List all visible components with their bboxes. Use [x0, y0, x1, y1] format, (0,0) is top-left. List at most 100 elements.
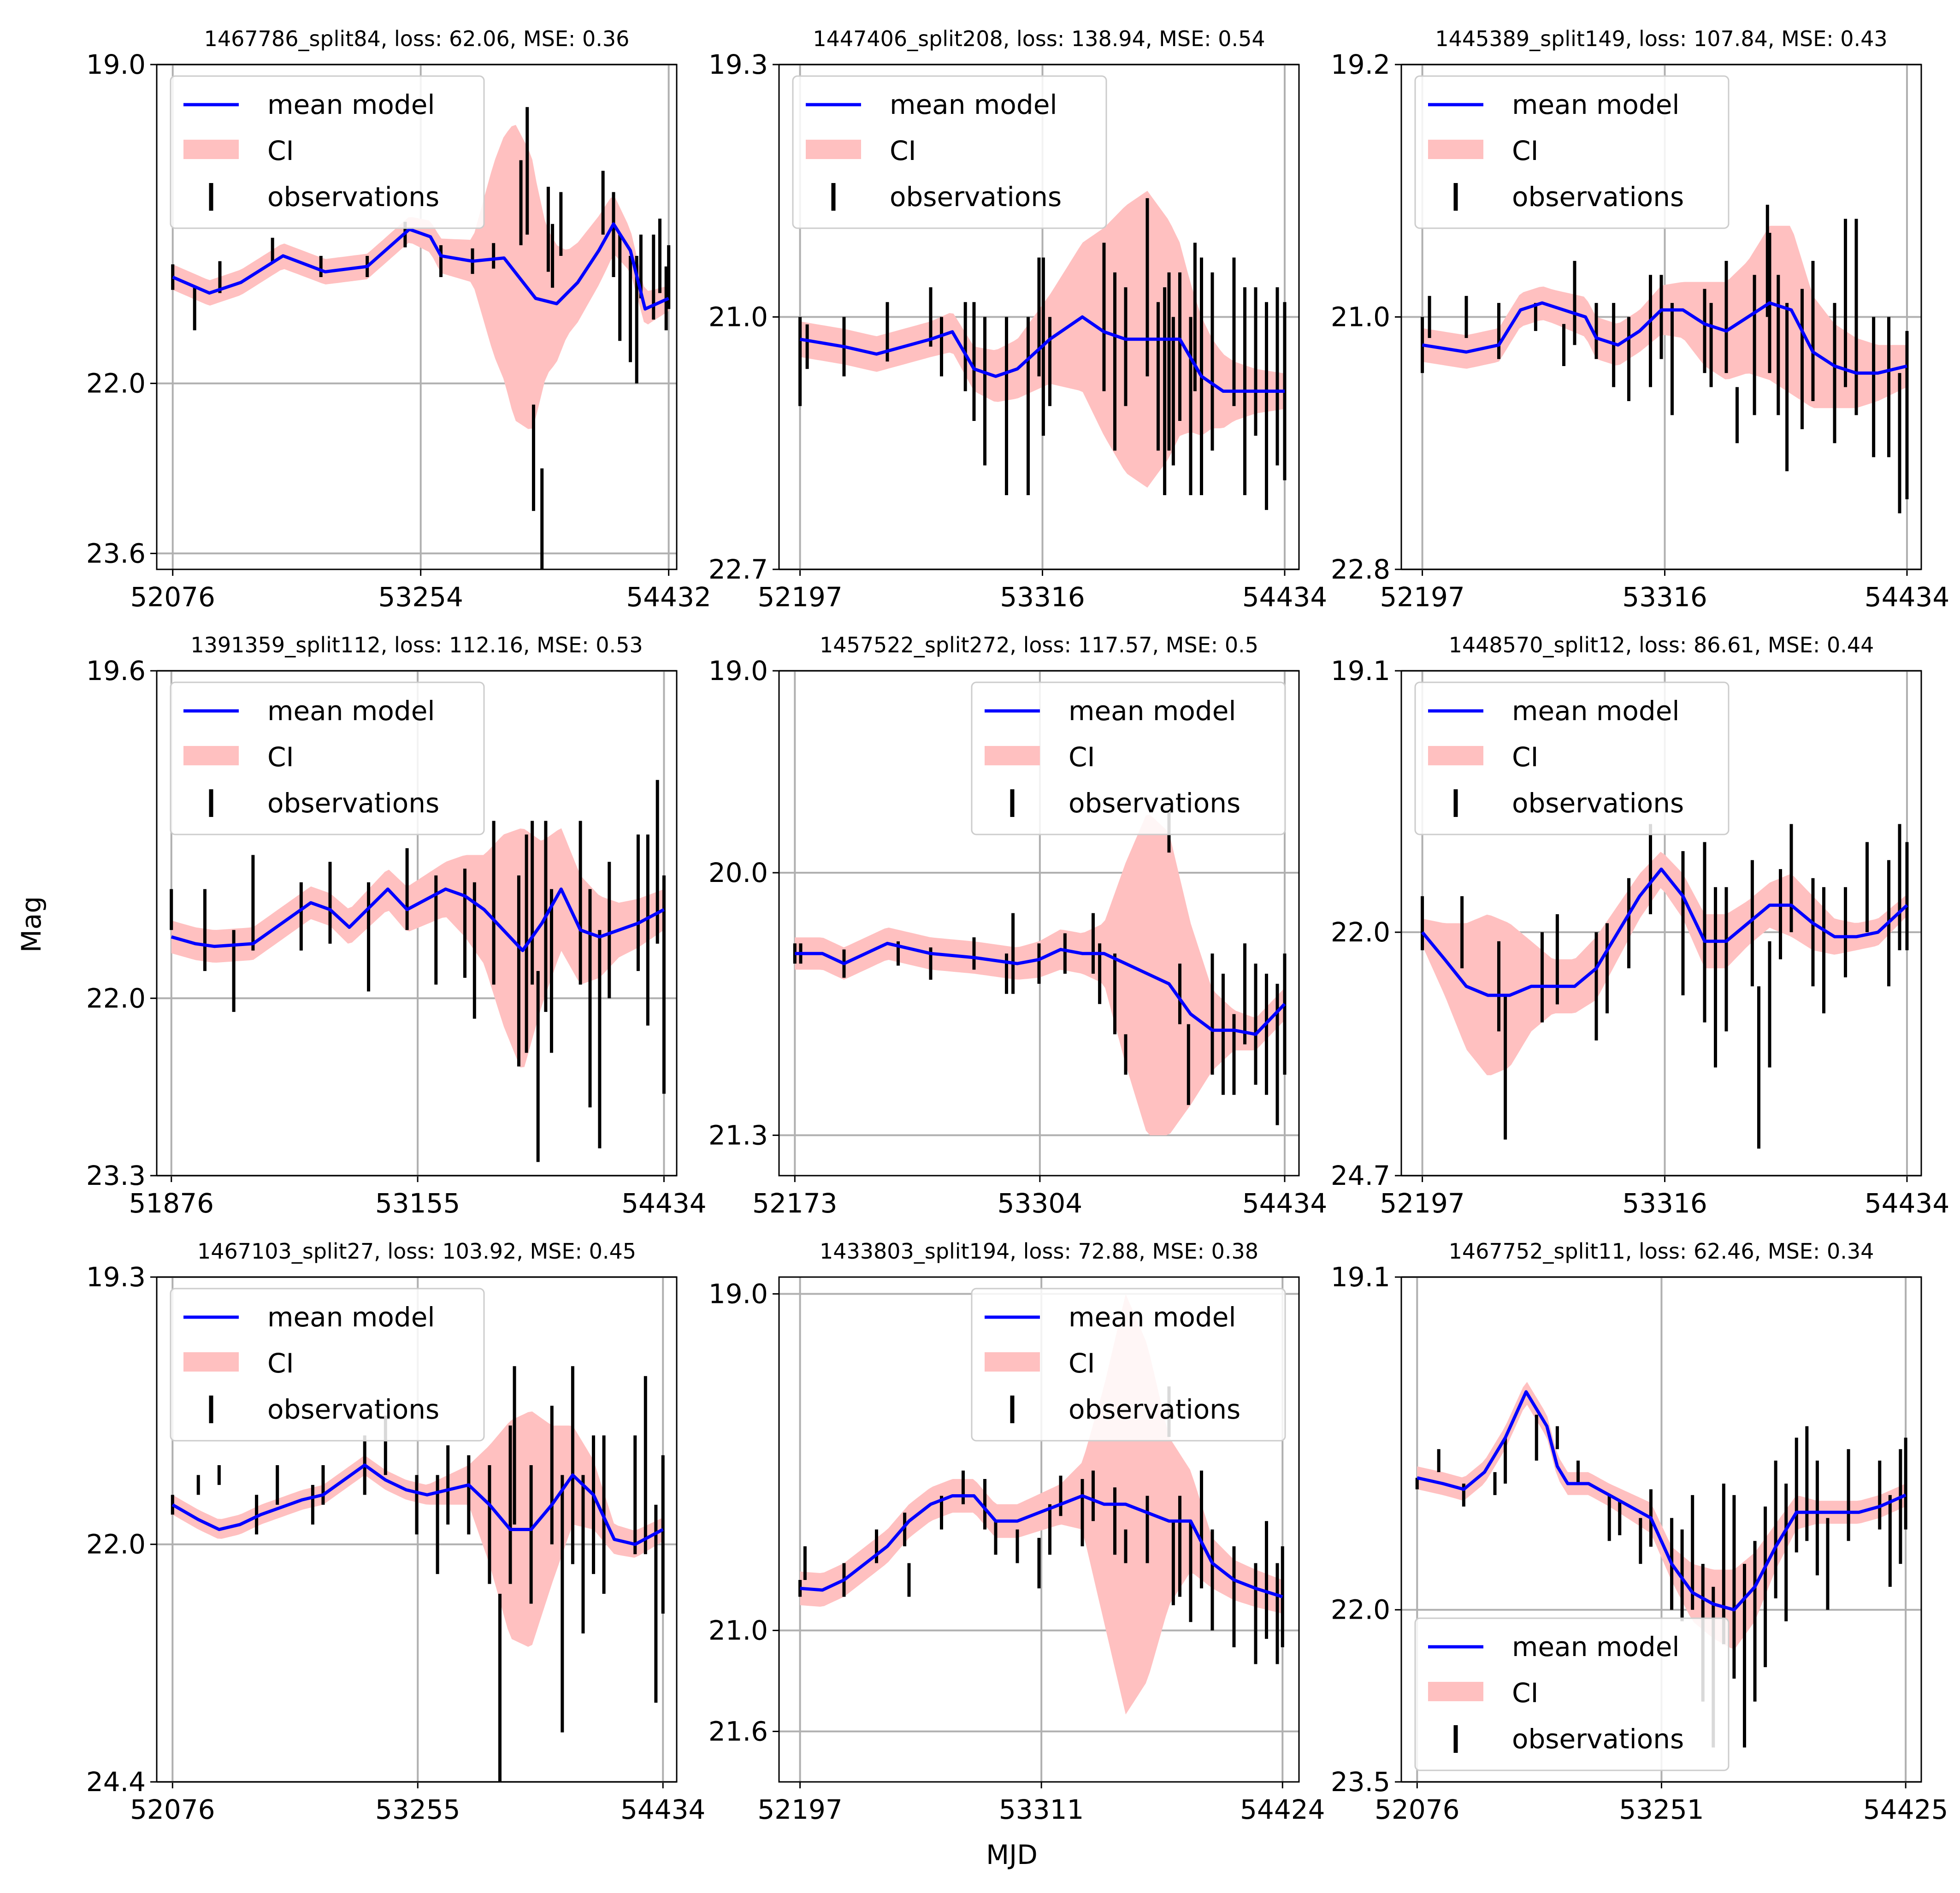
- x-tick-label: 52076: [130, 1794, 215, 1825]
- legend-mean-label: mean model: [890, 89, 1057, 120]
- x-tick-label: 52197: [757, 1794, 843, 1825]
- legend-box: [1414, 1617, 1730, 1771]
- legend-ci-label: CI: [1069, 741, 1095, 773]
- x-tick-label: 52076: [130, 581, 215, 613]
- plot-area: [170, 780, 666, 1162]
- subplot-title: 1467103_split27, loss: 103.92, MSE: 0.45: [197, 1239, 636, 1264]
- legend-obs-label: observations: [1069, 1394, 1240, 1425]
- x-tick-label: 54432: [626, 581, 711, 613]
- y-tick-label: 22.0: [86, 982, 146, 1014]
- legend-ci-swatch: [806, 140, 861, 159]
- y-tick-label: 19.3: [86, 1261, 146, 1293]
- x-tick-label: 54434: [1242, 1188, 1328, 1219]
- legend-mean-label: mean model: [1512, 89, 1680, 120]
- legend-mean-label: mean model: [1069, 695, 1236, 727]
- legend-obs-label: observations: [1512, 787, 1684, 819]
- x-tick-label: 54434: [1242, 581, 1328, 613]
- plot-area: [171, 1366, 665, 1782]
- axes-frame: [156, 1276, 678, 1783]
- figure-y-axis-label: Mag: [16, 896, 47, 952]
- legend: mean model CI observations: [792, 75, 1107, 229]
- ci-band: [171, 828, 664, 1068]
- legend-ci-label: CI: [1069, 1348, 1095, 1379]
- x-tick-label: 52197: [1380, 581, 1465, 613]
- figure-x-axis-label: MJD: [986, 1839, 1038, 1870]
- x-tick-label: 53251: [1619, 1794, 1704, 1825]
- x-tick-label: 53316: [1622, 1188, 1707, 1219]
- x-tick-label: 53255: [375, 1794, 460, 1825]
- legend-obs-label: observations: [267, 1394, 439, 1425]
- x-tick-label: 54425: [1863, 1794, 1948, 1825]
- y-tick-label: 22.0: [86, 368, 146, 399]
- plot-area: [1421, 824, 1909, 1149]
- y-tick-label: 23.5: [1331, 1766, 1390, 1798]
- y-tick-label: 22.0: [1331, 1594, 1390, 1626]
- legend-box: [170, 75, 485, 229]
- y-tick-label: 22.0: [86, 1529, 146, 1560]
- x-tick-label: 54434: [1865, 1188, 1950, 1219]
- legend-obs-label: observations: [1069, 787, 1240, 819]
- x-tick-label: 53316: [1000, 581, 1085, 613]
- subplot-panel: 1467103_split27, loss: 103.92, MSE: 0.45…: [86, 1239, 706, 1825]
- subplot-title: 1445389_split149, loss: 107.84, MSE: 0.4…: [1435, 26, 1887, 51]
- plot-area: [798, 1294, 1284, 1715]
- mean-model-line: [1417, 1390, 1907, 1612]
- legend-ci-swatch: [985, 746, 1040, 765]
- x-tick-label: 53254: [378, 581, 463, 613]
- legend: mean model CI observations: [170, 1288, 485, 1442]
- legend-obs-label: observations: [1512, 1723, 1684, 1755]
- legend-mean-label: mean model: [267, 1301, 435, 1333]
- legend-mean-label: mean model: [267, 695, 435, 727]
- mean-model-line: [1421, 867, 1908, 997]
- mean-model-line: [800, 315, 1285, 393]
- legend-box: [971, 1288, 1286, 1442]
- plot-area: [793, 812, 1287, 1136]
- y-tick-label: 22.0: [1331, 917, 1390, 948]
- subplot-panel: 1467786_split84, loss: 62.06, MSE: 0.36 5…: [86, 26, 711, 613]
- subplot-title: 1457522_split272, loss: 117.57, MSE: 0.5: [820, 633, 1258, 657]
- legend-box: [1414, 681, 1730, 835]
- y-tick-label: 19.0: [708, 1278, 768, 1310]
- ci-band: [172, 124, 669, 429]
- legend: mean model CI observations: [1414, 75, 1730, 229]
- legend-ci-swatch: [183, 140, 239, 159]
- x-tick-label: 51876: [129, 1188, 214, 1219]
- subplot-title: 1467786_split84, loss: 62.06, MSE: 0.36: [204, 26, 630, 51]
- x-tick-label: 52173: [752, 1188, 838, 1219]
- legend: mean model CI observations: [1414, 681, 1730, 835]
- mean-model-line: [800, 1494, 1283, 1598]
- mean-model-line: [171, 1463, 664, 1546]
- subplot-title: 1433803_split194, loss: 72.88, MSE: 0.38: [820, 1239, 1258, 1264]
- legend: mean model CI observations: [1414, 1617, 1730, 1771]
- legend-ci-label: CI: [1512, 135, 1539, 166]
- ci-band: [172, 1411, 663, 1647]
- axes-frame: [156, 670, 678, 1177]
- legend-obs-label: observations: [267, 787, 439, 819]
- y-tick-label: 22.7: [708, 554, 768, 585]
- y-tick-label: 21.0: [708, 302, 768, 333]
- subplot-title: 1391359_split112, loss: 112.16, MSE: 0.5…: [190, 633, 643, 657]
- legend: mean model CI observations: [170, 681, 485, 835]
- subplot-panel: 1433803_split194, loss: 72.88, MSE: 0.38…: [708, 1239, 1325, 1825]
- legend: mean model CI observations: [971, 681, 1286, 835]
- subplot-grid: 1467786_split84, loss: 62.06, MSE: 0.36 5…: [86, 26, 1949, 1825]
- ci-band: [800, 1294, 1283, 1715]
- mean-model-line: [1422, 301, 1907, 375]
- legend-ci-label: CI: [1512, 741, 1539, 773]
- subplot-title: 1448570_split12, loss: 86.61, MSE: 0.44: [1449, 633, 1874, 657]
- x-tick-label: 52076: [1375, 1794, 1460, 1825]
- legend-box: [971, 681, 1286, 835]
- plot-area: [798, 190, 1287, 510]
- legend-ci-label: CI: [267, 1348, 294, 1379]
- y-tick-label: 23.3: [86, 1160, 146, 1191]
- x-tick-label: 52197: [1380, 1188, 1465, 1219]
- legend-ci-label: CI: [267, 741, 294, 773]
- subplot-panel: 1391359_split112, loss: 112.16, MSE: 0.5…: [86, 633, 707, 1219]
- mean-model-line: [795, 941, 1286, 1036]
- legend-mean-label: mean model: [267, 89, 435, 120]
- y-tick-label: 24.4: [86, 1766, 146, 1798]
- x-tick-label: 53155: [375, 1188, 460, 1219]
- axes-frame: [778, 670, 1300, 1177]
- plot-area: [171, 107, 671, 569]
- y-tick-label: 21.3: [708, 1119, 768, 1151]
